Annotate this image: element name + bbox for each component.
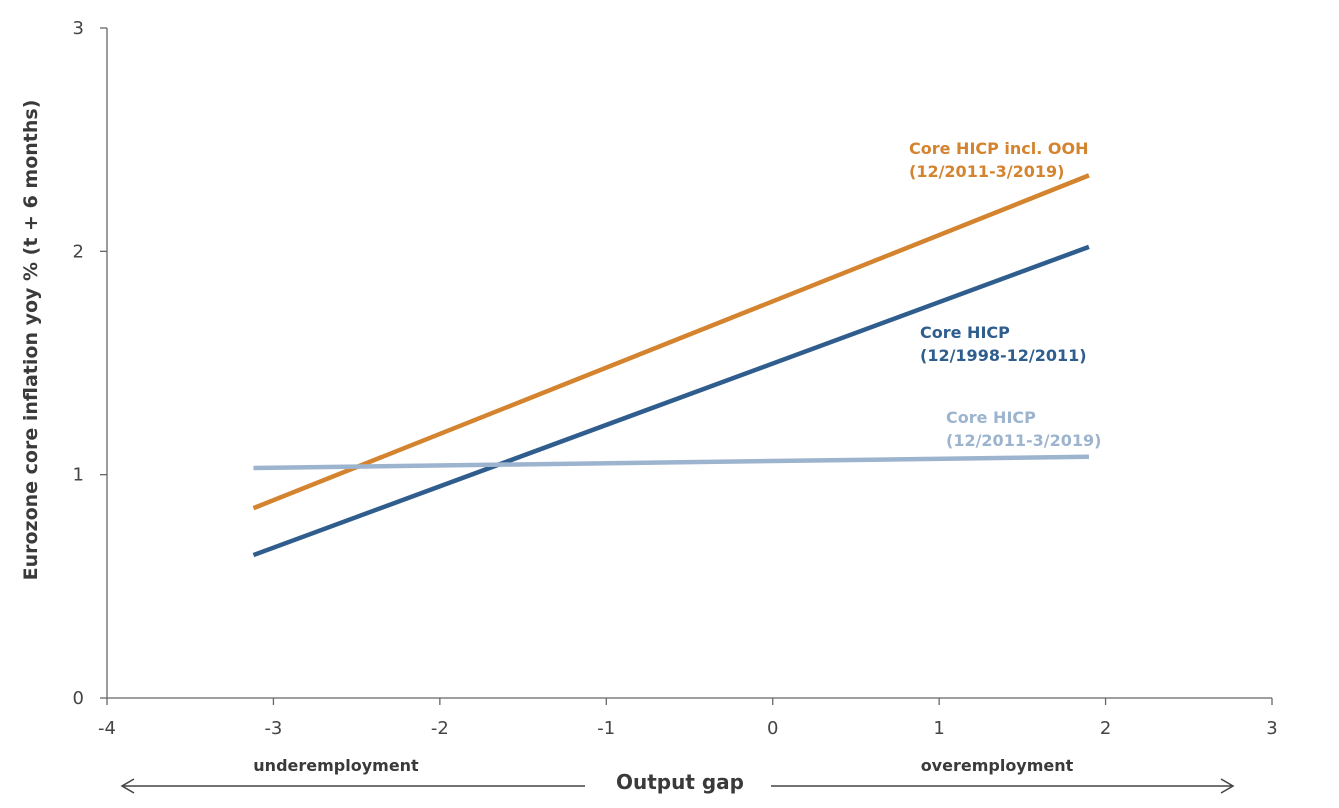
- x-tick-label: 2: [1100, 718, 1111, 739]
- annotation-core-hicp-incl-ooh-name: Core HICP incl. OOH: [909, 139, 1089, 158]
- series-line-core-hicp-1998-2011: [252, 244, 1090, 558]
- underemployment-arrow-head: [120, 778, 135, 794]
- overemployment-label: overemployment: [921, 756, 1074, 775]
- x-ticks: -4 -3 -2 -1 0 1 2 3: [98, 698, 1278, 739]
- annotation-core-hicp-2011-name: Core HICP: [946, 408, 1036, 427]
- y-ticks: 0 1 2 3: [73, 18, 107, 709]
- annotation-core-hicp-1998-period: (12/1998-12/2011): [920, 346, 1087, 365]
- x-tick-label: -1: [597, 718, 615, 739]
- x-axis-label: Output gap: [616, 770, 744, 794]
- x-tick-label: -3: [264, 718, 282, 739]
- x-tick-label: 1: [933, 718, 944, 739]
- underemployment-label: underemployment: [253, 756, 419, 775]
- series-line-core-hicp-2011-2019: [253, 454, 1089, 471]
- series-line-core-hicp-incl-ooh: [252, 173, 1090, 511]
- x-tick-label: -4: [98, 718, 116, 739]
- y-tick-label: 2: [73, 241, 84, 262]
- x-tick-label: 0: [767, 718, 778, 739]
- y-tick-label: 3: [73, 18, 84, 39]
- annotation-core-hicp-2011-period: (12/2011-3/2019): [946, 431, 1101, 450]
- x-tick-label: 3: [1266, 718, 1277, 739]
- y-axis-label: Eurozone core inflation yoy % (t + 6 mon…: [20, 100, 42, 581]
- y-tick-label: 0: [73, 688, 84, 709]
- annotation-core-hicp-1998-name: Core HICP: [920, 323, 1010, 342]
- y-tick-label: 1: [73, 465, 84, 486]
- x-tick-label: -2: [431, 718, 449, 739]
- annotation-core-hicp-incl-ooh-period: (12/2011-3/2019): [909, 162, 1064, 181]
- overemployment-arrow-head: [1220, 778, 1235, 794]
